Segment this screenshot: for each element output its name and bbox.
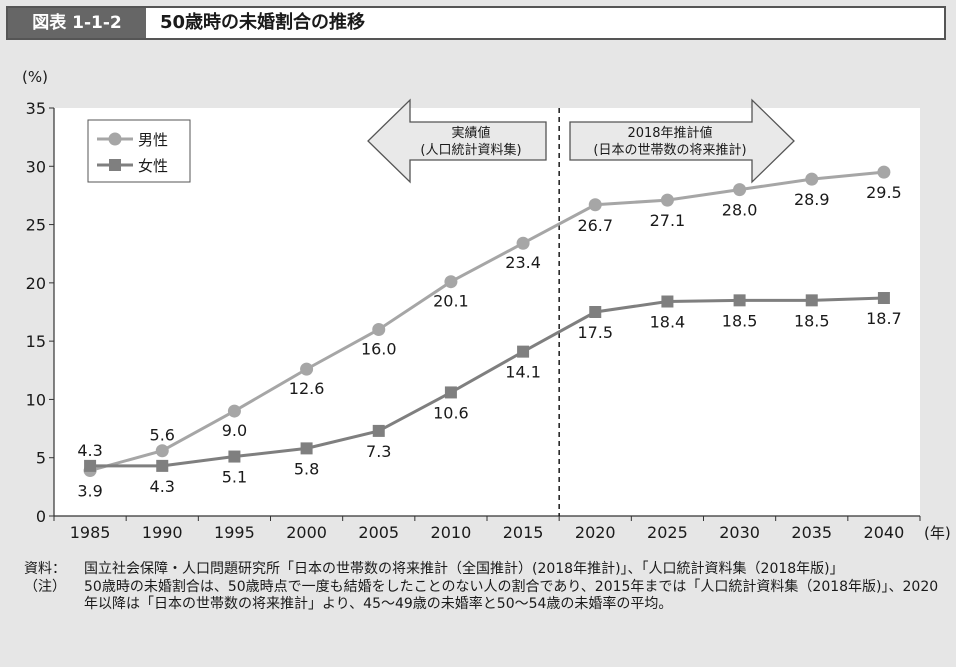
male-data-label: 5.6 (150, 426, 175, 445)
actual-label: 実績値 (451, 125, 490, 141)
series-line (90, 296, 884, 468)
x-tick-label: 2020 (575, 523, 616, 542)
series-line (89, 170, 885, 472)
male-data-label: 3.9 (77, 482, 102, 501)
female-data-label: 5.1 (222, 468, 247, 487)
y-tick-label: 5 (36, 449, 46, 468)
data-point-circle (516, 236, 530, 250)
y-tick-label: 10 (26, 390, 46, 409)
x-tick-label: 2000 (286, 523, 327, 542)
male-data-label: 28.0 (722, 201, 758, 220)
legend-square-marker (109, 159, 121, 171)
female-data-label: 5.8 (294, 459, 319, 478)
projected-label: 2018年推計値 (627, 125, 712, 141)
data-point-square (84, 459, 97, 472)
legend-label: 男性 (138, 131, 168, 149)
male-data-label: 28.9 (794, 190, 830, 209)
y-tick-label: 15 (26, 332, 46, 351)
male-data-label: 9.0 (222, 421, 247, 440)
data-point-square (517, 345, 530, 358)
data-point-circle (227, 404, 241, 418)
source-note: 資料： 国立社会保障・人口問題研究所「日本の世帯数の将来推計（全国推計）(201… (24, 561, 944, 578)
y-tick-label: 0 (36, 507, 46, 526)
actual-source-label: (人口統計資料集) (420, 142, 521, 158)
x-tick-label: 2010 (431, 523, 472, 542)
female-data-label: 14.1 (505, 363, 541, 382)
female-data-label: 18.4 (650, 313, 686, 332)
data-point-circle (588, 198, 602, 212)
data-point-square (733, 294, 746, 307)
female-data-label: 7.3 (366, 442, 391, 461)
annotations: 実績値(人口統計資料集) 2018年推計値(日本の世帯数の将来推計) (367, 98, 795, 184)
data-point-square (228, 450, 241, 463)
data-point-square (661, 295, 674, 308)
data-point-circle (444, 275, 458, 289)
male-data-label: 29.5 (866, 183, 902, 202)
note-text: 50歳時の未婚割合は、50歳時点で一度も結婚をしたことのない人の割合であり、20… (84, 579, 939, 612)
male-data-label: 27.1 (650, 211, 686, 230)
data-point-square (877, 292, 890, 305)
data-labels: 3.9 5.6 9.0 12.6 16.0 20.1 23.4 26.7 27.1 28.0 28.… (77, 183, 901, 500)
footnote: （注） 50歳時の未婚割合は、50歳時点で一度も結婚をしたことのない人の割合であ… (24, 579, 944, 613)
male-data-label: 23.4 (505, 253, 541, 272)
data-point-square (444, 386, 457, 399)
data-point-circle (660, 193, 674, 207)
data-point-square (372, 424, 385, 437)
data-point-circle (805, 172, 819, 186)
x-axis-unit: (年) (924, 524, 951, 542)
data-point-square (300, 442, 313, 455)
data-point-square (589, 306, 602, 318)
note-head: （注） (24, 579, 66, 595)
x-tick-label: 2025 (647, 523, 688, 542)
y-tick-label: 30 (26, 157, 46, 176)
female-data-label: 18.7 (866, 309, 902, 328)
series-group (83, 165, 891, 478)
figure-header: 図表 1-1-2 50歳時の未婚割合の推移 (6, 6, 946, 40)
male-data-label: 20.1 (433, 292, 469, 311)
female-data-label: 4.3 (150, 477, 175, 496)
source-head: 資料： (24, 561, 66, 577)
projected-arrow (569, 98, 795, 184)
data-point-square (805, 294, 818, 307)
source-text: 国立社会保障・人口問題研究所「日本の世帯数の将来推計（全国推計）(2018年推計… (84, 561, 844, 577)
male-data-label: 26.7 (577, 216, 613, 235)
x-tick-label: 1995 (214, 523, 255, 542)
data-point-circle (877, 165, 891, 179)
data-point-circle (155, 444, 169, 458)
male-data-label: 12.6 (289, 379, 325, 398)
actual-arrow (367, 98, 547, 184)
x-tick-label: 1985 (70, 523, 111, 542)
female-data-label: 10.6 (433, 403, 469, 422)
y-tick-label: 25 (26, 216, 46, 235)
x-tick-label: 2015 (503, 523, 544, 542)
x-tick-label: 1990 (142, 523, 183, 542)
x-tick-label: 2030 (719, 523, 760, 542)
y-axis-unit: (%) (22, 68, 48, 86)
figure-number: 図表 1-1-2 (8, 8, 146, 38)
legend-circle-marker (108, 132, 122, 146)
y-tick-label: 20 (26, 274, 46, 293)
y-tick-label: 35 (26, 99, 46, 118)
legend-label: 女性 (138, 157, 168, 175)
data-point-circle (300, 362, 314, 376)
data-point-circle (733, 183, 747, 197)
projected-source-label: (日本の世帯数の将来推計) (593, 142, 746, 158)
data-point-square (156, 459, 169, 472)
x-tick-label: 2040 (864, 523, 905, 542)
x-tick-label: 2005 (358, 523, 399, 542)
female-data-label: 17.5 (577, 323, 613, 342)
data-point-circle (372, 322, 386, 336)
female-data-label: 18.5 (794, 311, 830, 330)
figure-title: 50歳時の未婚割合の推移 (160, 12, 366, 33)
notes: 資料： 国立社会保障・人口問題研究所「日本の世帯数の将来推計（全国推計）(201… (24, 561, 944, 613)
x-tick-label: 2035 (791, 523, 832, 542)
male-data-label: 16.0 (361, 339, 397, 358)
plot-area (54, 108, 920, 516)
female-data-label: 4.3 (77, 441, 102, 460)
legend-box (87, 119, 191, 183)
female-data-label: 18.5 (722, 311, 758, 330)
